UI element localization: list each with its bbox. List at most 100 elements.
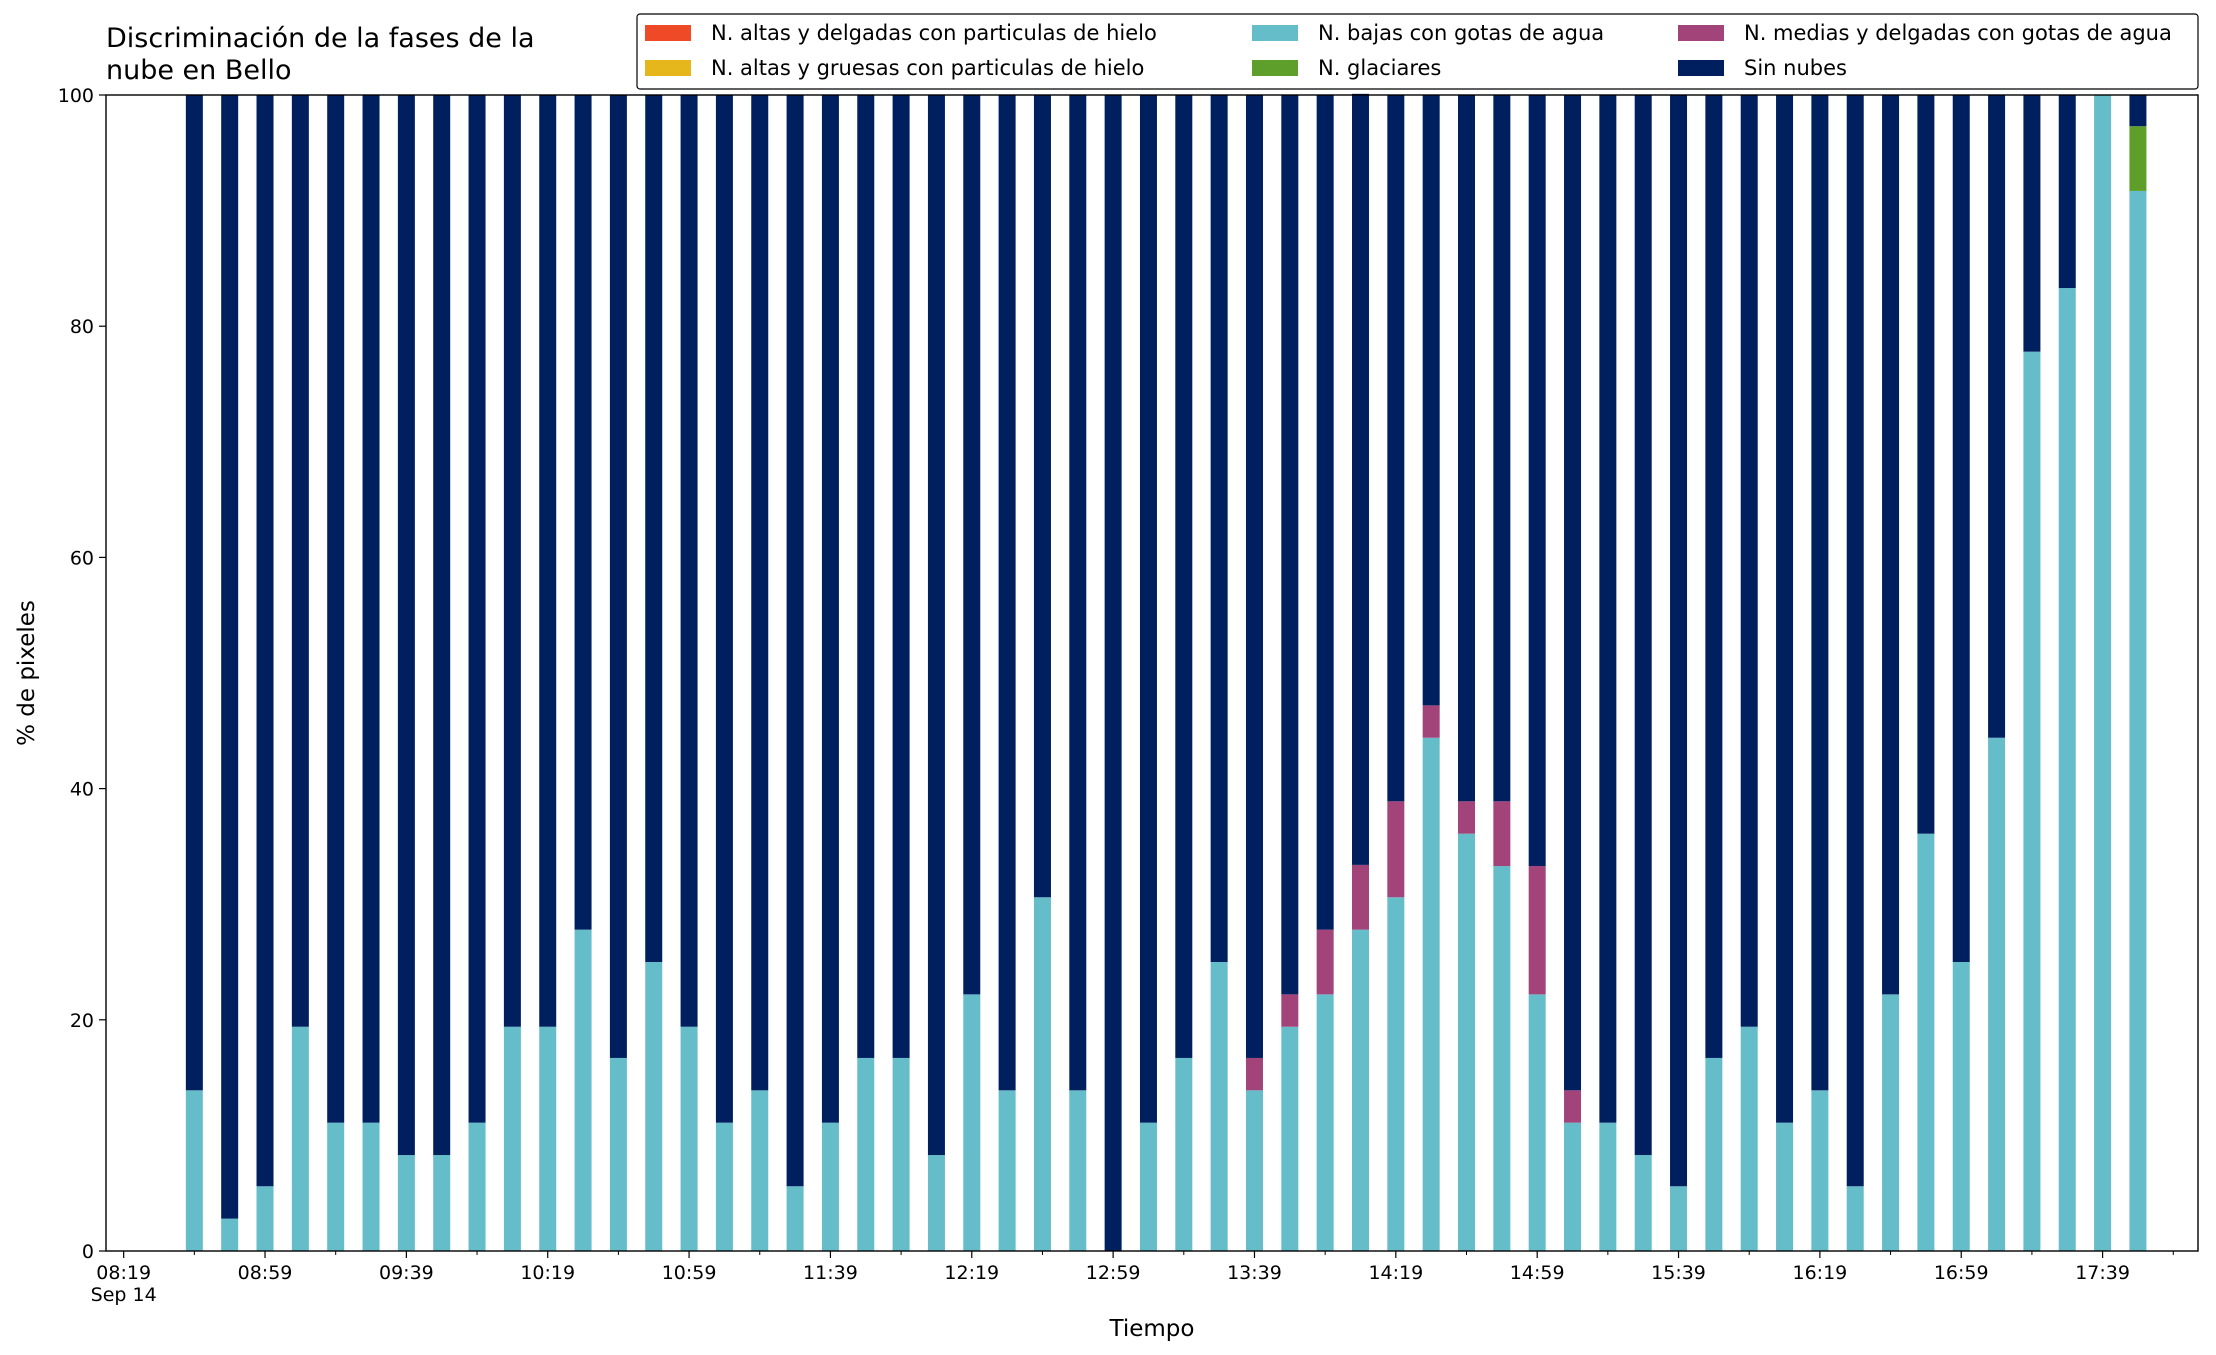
x-tick-label: 14:19: [1368, 1262, 1423, 1284]
legend-label: N. glaciares: [1318, 56, 1441, 80]
bar-segment: [1670, 1186, 1688, 1251]
bar-segment: [927, 95, 945, 1156]
bar-segment: [645, 962, 663, 1251]
bar-segment: [857, 95, 875, 1058]
bar-segment: [1422, 95, 1440, 706]
bar-segment: [1281, 95, 1299, 995]
legend-label: N. altas y delgadas con particulas de hi…: [711, 21, 1157, 45]
bar-segment: [1387, 95, 1405, 802]
bar-segment: [1281, 1026, 1299, 1251]
x-tick-label: 11:39: [803, 1262, 858, 1284]
bar-segment: [751, 95, 769, 1091]
bar-segment: [1458, 801, 1476, 834]
legend-swatch: [1678, 25, 1724, 41]
bar-segment: [539, 95, 557, 1027]
bar-segment: [1493, 866, 1511, 1251]
bar-segment: [2058, 288, 2076, 1251]
bar-segment: [1316, 95, 1334, 930]
x-tick-label: 15:39: [1651, 1262, 1706, 1284]
x-tick-label: 08:19 Sep 14: [91, 1262, 157, 1306]
x-tick-label: 16:59: [1934, 1262, 1989, 1284]
bar-segment: [397, 95, 415, 1156]
bar-segment: [1528, 866, 1546, 995]
bar-segment: [1599, 95, 1617, 1123]
bar-segment: [291, 1026, 309, 1251]
bar-segment: [362, 95, 380, 1123]
y-tick-label: 40: [70, 779, 94, 801]
bar-segment: [1564, 1090, 1582, 1123]
bar-segment: [291, 95, 309, 1027]
bar-segment: [221, 95, 239, 1219]
y-tick-label: 80: [70, 316, 94, 338]
bar-segment: [1422, 737, 1440, 1251]
bar-segment: [362, 1122, 380, 1251]
bar-segment: [927, 1155, 945, 1251]
bar-segment: [256, 95, 274, 1187]
bar-segment: [1351, 93, 1369, 865]
bar-segment: [645, 95, 663, 962]
bar-segment: [539, 1026, 557, 1251]
legend-swatch: [645, 60, 691, 76]
bar-segment: [1528, 994, 1546, 1251]
bar-segment: [2129, 95, 2147, 127]
bar-segment: [327, 1122, 345, 1251]
bar-segment: [468, 1122, 486, 1251]
bar-segment: [1316, 929, 1334, 995]
bar-segment: [892, 1057, 910, 1251]
bar-segment: [680, 95, 698, 1027]
legend-swatch: [1678, 60, 1724, 76]
x-tick-label: 14:59: [1510, 1262, 1565, 1284]
bar-segment: [1422, 705, 1440, 738]
bar-segment: [751, 1090, 769, 1251]
bar-segment: [998, 95, 1016, 1091]
bar-segment: [1988, 95, 2006, 738]
bar-segment: [574, 929, 592, 1251]
bar-segment: [1139, 1122, 1157, 1251]
legend-swatch: [1252, 60, 1298, 76]
x-tick-label: 08:59: [238, 1262, 293, 1284]
bar-segment: [609, 1057, 627, 1251]
bar-segment: [1846, 1186, 1864, 1251]
legend-swatch: [645, 25, 691, 41]
bar-segment: [2129, 190, 2147, 1251]
bar-segment: [256, 1186, 274, 1251]
bar-segment: [1528, 95, 1546, 867]
bar-segment: [1069, 1090, 1087, 1251]
bar-segment: [185, 95, 203, 1091]
x-tick-label: 16:19: [1793, 1262, 1848, 1284]
bar-segment: [221, 1218, 239, 1251]
legend-box: [636, 13, 2199, 90]
x-tick-label: 12:59: [1086, 1262, 1141, 1284]
bar-segment: [786, 95, 804, 1187]
y-tick-label: 60: [70, 547, 94, 569]
bar-segment: [1351, 929, 1369, 1251]
bar-segment: [1564, 1122, 1582, 1251]
x-tick-label: 12:19: [944, 1262, 999, 1284]
bar-segment: [1882, 994, 1900, 1251]
bar-segment: [1458, 833, 1476, 1251]
bar-segment: [327, 95, 345, 1123]
bar-segment: [715, 1122, 733, 1251]
bar-segment: [1846, 95, 1864, 1187]
bar-segment: [963, 95, 981, 995]
x-axis-label: Tiempo: [1109, 1316, 1195, 1342]
bar-segment: [1458, 95, 1476, 802]
bar-segment: [1988, 737, 2006, 1251]
bar-segment: [1387, 897, 1405, 1251]
plot-frame: [105, 94, 2199, 1252]
bar-segment: [503, 95, 521, 1027]
legend-label: Sin nubes: [1744, 56, 1847, 80]
bar-segment: [1387, 801, 1405, 898]
bar-segment: [1493, 95, 1511, 802]
bar-segment: [397, 1155, 415, 1251]
legend-label: N. bajas con gotas de agua: [1318, 21, 1604, 45]
legend-label: N. altas y gruesas con particulas de hie…: [711, 56, 1144, 80]
bar-segment: [1033, 95, 1051, 898]
bar-segment: [1811, 95, 1829, 1091]
bar-segment: [609, 95, 627, 1058]
y-tick-label: 0: [82, 1241, 94, 1263]
bar-segment: [2023, 351, 2041, 1252]
bar-segment: [680, 1026, 698, 1251]
bar-segment: [433, 95, 451, 1156]
